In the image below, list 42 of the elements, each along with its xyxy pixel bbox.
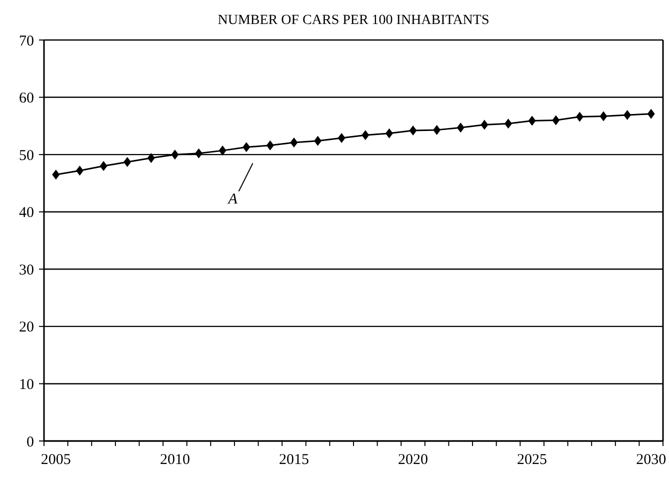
point xyxy=(195,148,202,158)
x-tick-label: 2025 xyxy=(517,452,548,468)
point xyxy=(600,111,608,122)
point xyxy=(314,136,322,146)
point xyxy=(647,108,655,119)
point xyxy=(528,116,536,126)
chart-title: NUMBER OF CARS PER 100 INHABITANTS xyxy=(218,13,490,28)
point xyxy=(266,140,274,150)
point xyxy=(338,132,346,143)
point xyxy=(171,150,179,160)
point xyxy=(433,124,441,135)
y-tick-label: 60 xyxy=(19,90,34,107)
point xyxy=(218,146,226,156)
x-tick-label: 2010 xyxy=(160,452,190,468)
y-tick-label: 40 xyxy=(19,205,34,222)
point xyxy=(552,115,560,126)
annotation: A xyxy=(227,191,238,208)
point xyxy=(290,138,298,148)
point xyxy=(124,157,132,168)
point xyxy=(409,126,417,136)
x-tick-label: 2005 xyxy=(40,452,71,468)
point xyxy=(76,166,84,176)
point xyxy=(242,142,250,152)
point xyxy=(52,170,60,180)
point xyxy=(480,120,488,130)
point xyxy=(624,110,632,120)
x-tick-label: 2015 xyxy=(278,452,309,468)
y-tick-label: 10 xyxy=(19,376,34,393)
y-tick-label: 50 xyxy=(19,148,34,164)
point xyxy=(456,122,464,133)
y-tick-label: 20 xyxy=(19,320,34,336)
point xyxy=(504,118,512,129)
point xyxy=(362,130,370,140)
y-tick-label: 30 xyxy=(19,262,34,278)
y-tick-label: 70 xyxy=(19,33,34,50)
y-tick-label: 0 xyxy=(26,434,34,450)
point xyxy=(385,128,393,138)
point xyxy=(147,153,155,164)
point xyxy=(100,161,108,172)
point xyxy=(576,112,584,122)
x-tick-label: 2020 xyxy=(398,452,428,468)
x-tick-label: 2030 xyxy=(636,452,666,468)
